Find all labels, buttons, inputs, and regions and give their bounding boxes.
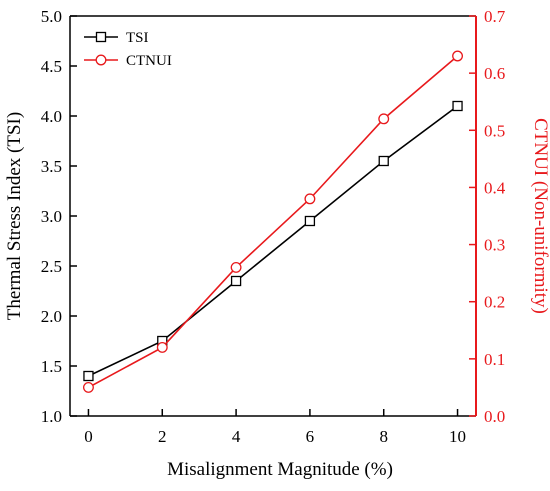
right-y-tick-label: 0.2 [484,293,505,312]
x-tick-label: 2 [158,427,167,446]
legend-entry-tsi: TSI [84,30,149,46]
left-y-tick-label: 2.5 [41,257,62,276]
tsi-data-point [452,100,463,112]
legend-entry-ctnui: CTNUI [84,53,172,69]
right-y-tick-label: 0.1 [484,350,505,369]
left-y-tick-label: 3.5 [41,157,62,176]
left-y-tick-label: 4.5 [41,57,62,76]
left-y-axis-title: Thermal Stress Index (TSI) [4,112,25,320]
tsi-data-point [230,275,242,287]
tsi-data-point [378,155,389,167]
right-y-axis: 0.0 0.1 0.2 0.3 0.4 0.5 0.6 0.7 [469,7,506,426]
left-y-tick-label: 4.0 [41,107,62,126]
ctnui-series-line [88,55,459,389]
right-y-tick-label: 0.5 [484,121,505,140]
legend-label-ctnui: CTNUI [126,53,172,69]
legend-marker-tsi [95,31,107,43]
series-layer [83,50,463,393]
ctnui-data-point [304,193,316,205]
left-y-tick-label: 3.0 [41,207,62,226]
ctnui-data-point [230,261,242,273]
left-y-tick-label: 1.0 [41,407,62,426]
right-y-axis-title: CTNUI (Non-uniformity) [530,118,550,314]
right-y-tick-label: 0.3 [484,236,505,255]
tsi-data-point [83,370,94,382]
right-y-tick-label: 0.4 [484,178,506,197]
ctnui-data-point [83,381,94,393]
x-axis-title: Misalignment Magnitude (%) [167,459,393,480]
left-y-tick-label: 2.0 [41,307,62,326]
left-y-axis: 1.0 1.5 2.0 2.5 3.0 3.5 4.0 4.5 5.0 [41,7,77,426]
legend-label-tsi: TSI [126,30,149,46]
ctnui-data-point [156,341,168,353]
right-y-tick-label: 0.6 [484,64,505,83]
x-axis: 0 2 4 6 8 10 [84,409,466,446]
tsi-series-line [88,105,459,377]
right-y-tick-label: 0.7 [484,7,506,26]
x-tick-label: 0 [84,427,93,446]
ctnui-data-point [378,113,390,125]
legend: TSI CTNUI [84,30,172,69]
right-y-tick-label: 0.0 [484,407,505,426]
ctnui-data-point [452,50,463,62]
tsi-data-point [304,215,316,227]
legend-marker-ctnui [95,54,107,66]
x-tick-label: 10 [449,427,466,446]
x-tick-label: 4 [232,427,241,446]
left-y-tick-label: 5.0 [41,7,62,26]
left-y-tick-label: 1.5 [41,357,62,376]
x-tick-label: 6 [306,427,315,446]
x-tick-label: 8 [379,427,388,446]
